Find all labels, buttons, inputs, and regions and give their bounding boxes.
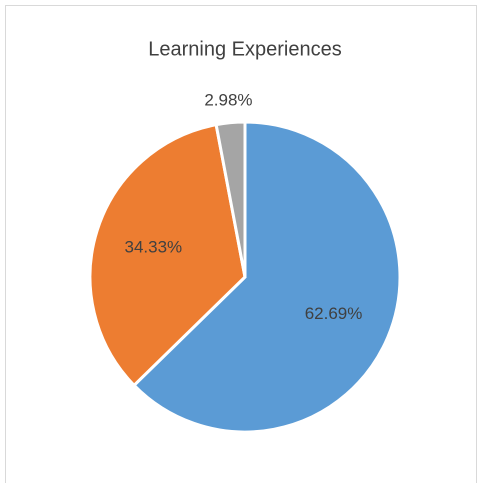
data-label: 34.33% <box>125 238 183 257</box>
data-label: 2.98% <box>204 90 252 109</box>
pie-slice <box>214 120 247 278</box>
data-label: 62.69% <box>305 304 363 323</box>
pie-slice <box>88 122 247 388</box>
chart-title: Learning Experiences <box>148 38 341 60</box>
pie-slice <box>131 120 402 434</box>
